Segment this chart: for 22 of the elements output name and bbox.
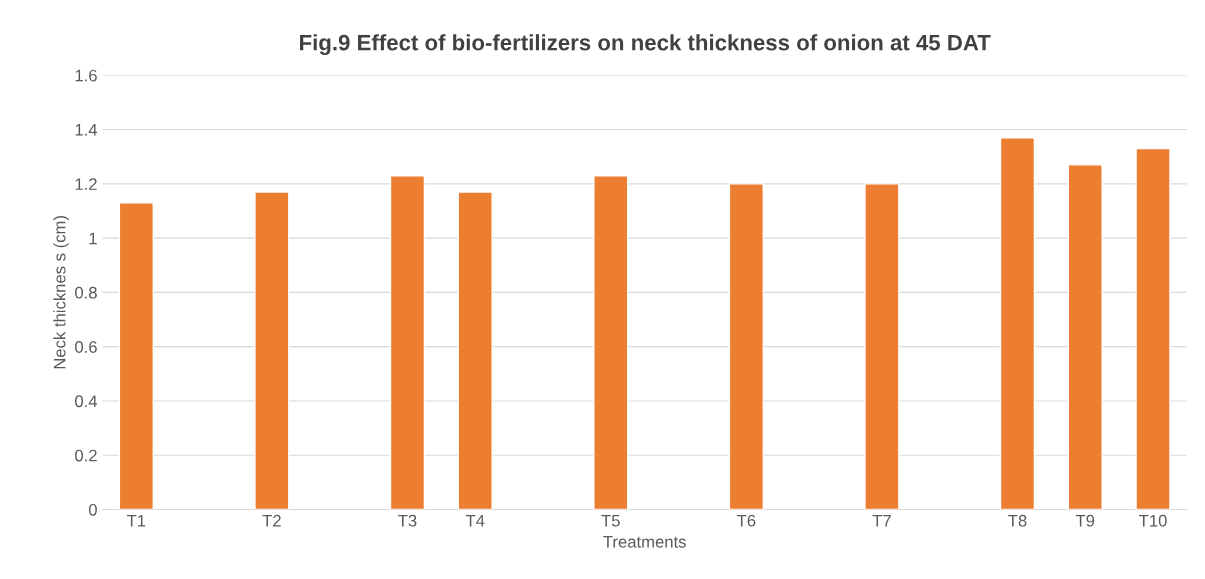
x-tick-label: T4 — [465, 514, 485, 527]
x-tick-label: T2 — [262, 514, 281, 527]
x-tick-label: T10 — [1139, 514, 1167, 527]
x-tick-label: T5 — [601, 514, 620, 527]
x-tick-label: T8 — [1008, 514, 1027, 527]
y-axis-title: Neck thicknes s (cm) — [53, 216, 69, 369]
x-tick-label: T6 — [737, 514, 756, 527]
y-tick-label: 1.6 — [75, 69, 97, 82]
y-tick-label: 1 — [89, 232, 97, 245]
x-tick-label: T1 — [126, 514, 146, 527]
y-tick-label: 0.2 — [75, 449, 97, 462]
x-tick-label: T3 — [398, 514, 417, 527]
y-tick-label: 0.6 — [75, 341, 97, 353]
x-tick-label: T7 — [872, 514, 891, 527]
chart-title: Fig.9 Effect of bio-fertilizers on neck thickness of onion at 45 DAT — [300, 34, 991, 55]
x-axis-title: Treatments — [603, 536, 686, 548]
y-tick-label: 1.2 — [75, 178, 97, 190]
x-tick-label: T9 — [1075, 514, 1095, 527]
y-tick-label: 0 — [88, 503, 97, 516]
y-tick-label: 0.4 — [75, 395, 98, 408]
y-tick-label: 1.4 — [75, 124, 98, 136]
y-tick-label: 0.8 — [75, 286, 97, 299]
